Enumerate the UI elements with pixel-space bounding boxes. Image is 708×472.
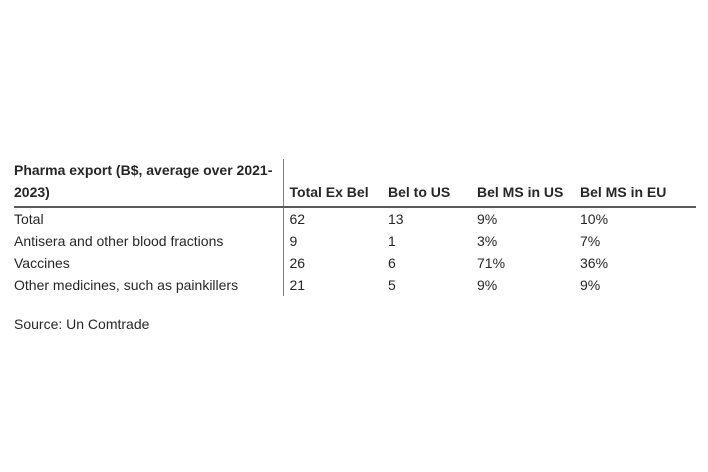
cell-value: 3% [477, 233, 498, 249]
row-label: Antisera and other blood fractions [14, 233, 224, 249]
row-label: Vaccines [14, 255, 70, 271]
table-row: Vaccines 26 6 71% 36% [14, 252, 696, 274]
cell-value: 9% [477, 277, 498, 293]
table-row: Total 62 13 9% 10% [14, 207, 696, 230]
column-header-total-ex-bel: Total Ex Bel [282, 159, 382, 208]
column-header-bel-to-us: Bel to US [382, 159, 471, 208]
cell-value: 62 [282, 207, 382, 230]
cell-value: 6 [388, 255, 396, 271]
column-header-bel-ms-in-us: Bel MS in US [471, 159, 574, 208]
pharma-export-table: Pharma export (B$, average over 2021-202… [14, 159, 696, 296]
table-title: Pharma export (B$, average over 2021-202… [14, 159, 283, 208]
cell-value: 7% [580, 233, 601, 249]
cell-value: 9% [477, 211, 498, 227]
data-table: Pharma export (B$, average over 2021-202… [14, 159, 696, 296]
column-header-bel-ms-in-eu: Bel MS in EU [574, 159, 696, 208]
cell-value: 13 [388, 211, 404, 227]
cell-value: 71% [477, 255, 506, 271]
cell-value: 9% [580, 277, 601, 293]
table-body: Total 62 13 9% 10% Antisera and other bl… [14, 207, 696, 296]
cell-value: 1 [388, 233, 396, 249]
table-header: Pharma export (B$, average over 2021-202… [14, 159, 696, 208]
cell-value: 26 [282, 252, 382, 274]
row-label: Other medicines, such as painkillers [14, 277, 239, 293]
source-note: Source: Un Comtrade [14, 316, 150, 332]
cell-value: 5 [388, 277, 396, 293]
header-row: Pharma export (B$, average over 2021-202… [14, 159, 696, 208]
cell-value: 36% [580, 255, 609, 271]
table-row: Antisera and other blood fractions 9 1 3… [14, 230, 696, 252]
cell-value: 21 [282, 274, 382, 296]
cell-value: 9 [282, 230, 382, 252]
row-label: Total [14, 211, 44, 227]
table-row: Other medicines, such as painkillers 21 … [14, 274, 696, 296]
cell-value: 10% [580, 211, 609, 227]
